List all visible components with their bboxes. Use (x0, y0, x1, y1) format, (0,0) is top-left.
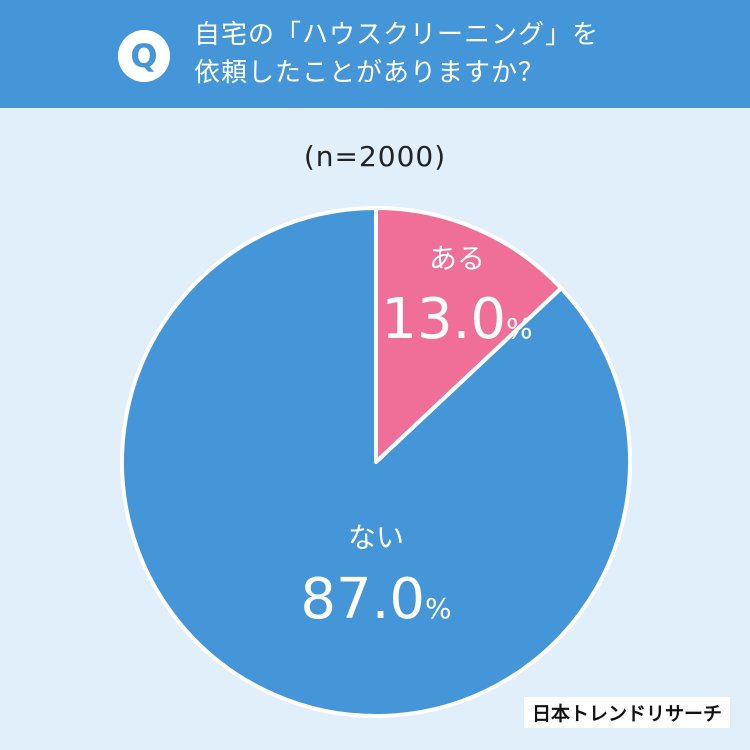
question-line-2: 依頼したことがありますか？ (194, 58, 546, 88)
pie-slice-yes (374, 206, 564, 464)
sample-size: (n=2000) (303, 140, 447, 173)
slice-value-yes: 13.0% (381, 287, 532, 352)
brand-logo: 日本トレンドリサーチ (523, 697, 730, 728)
slice-label-yes: ある (429, 242, 485, 275)
question-line-1: 自宅の「ハウスクリーニング」を (194, 20, 600, 50)
slice-label-no: ない (348, 521, 404, 554)
question-header: Q 自宅の「ハウスクリーニング」を 依頼したことがありますか？ (0, 0, 750, 108)
question-badge: Q (118, 30, 170, 82)
slice-value-no: 87.0% (300, 567, 451, 632)
question-text: 自宅の「ハウスクリーニング」を 依頼したことがありますか？ (194, 16, 714, 92)
